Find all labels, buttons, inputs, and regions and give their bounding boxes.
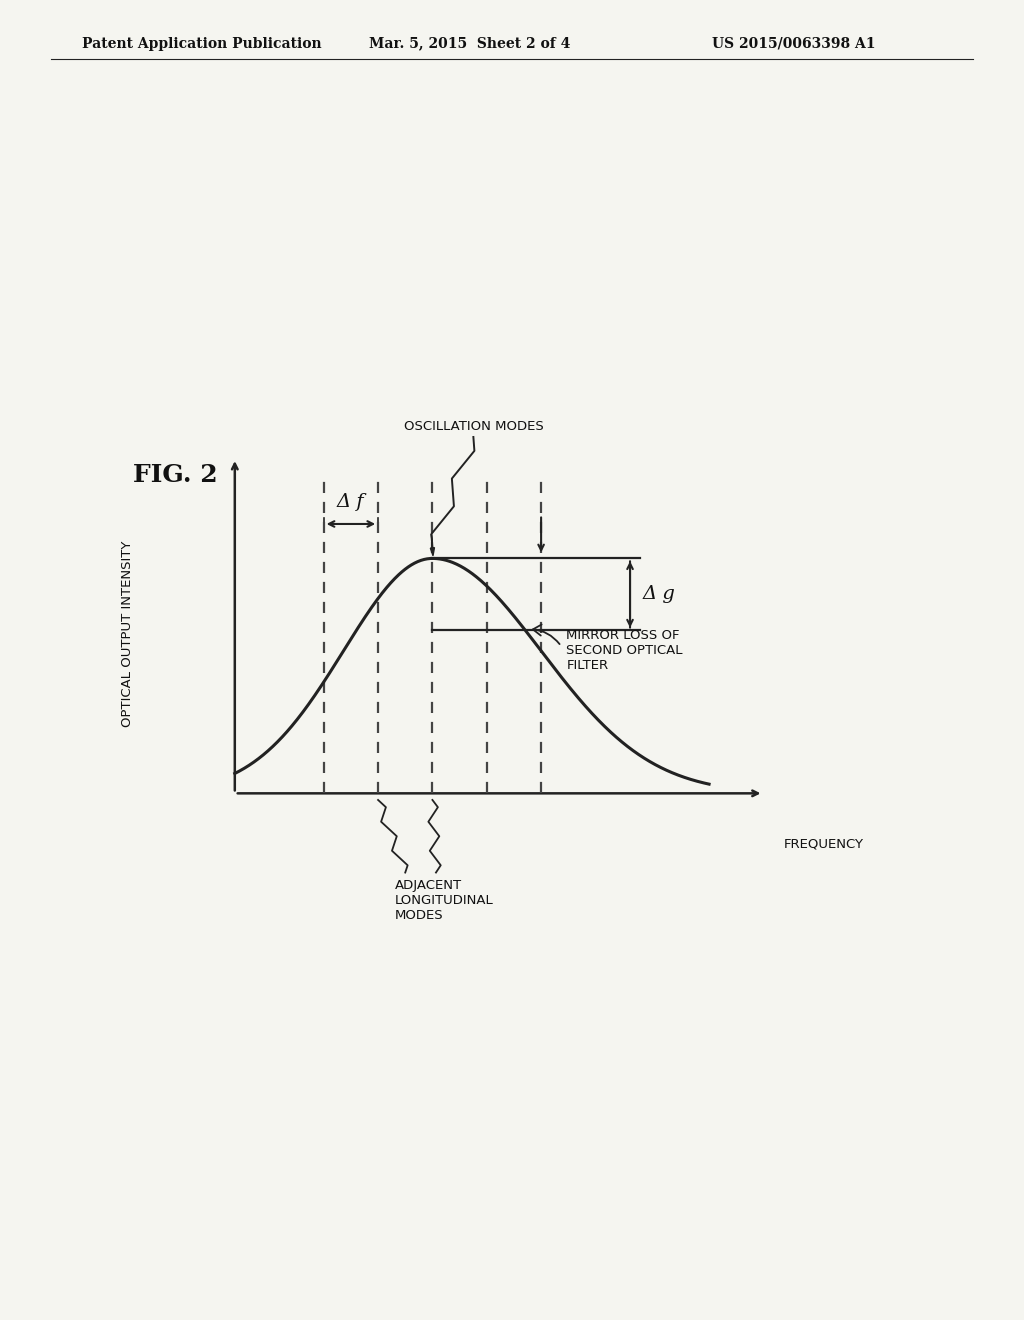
Text: Mar. 5, 2015  Sheet 2 of 4: Mar. 5, 2015 Sheet 2 of 4 [369,37,570,50]
Text: Δ g: Δ g [642,586,675,603]
Text: US 2015/0063398 A1: US 2015/0063398 A1 [712,37,876,50]
Text: MIRROR LOSS OF
SECOND OPTICAL
FILTER: MIRROR LOSS OF SECOND OPTICAL FILTER [566,628,683,672]
Text: FIG. 2: FIG. 2 [133,463,218,487]
Text: OSCILLATION MODES: OSCILLATION MODES [403,420,544,433]
Text: Patent Application Publication: Patent Application Publication [82,37,322,50]
Text: ADJACENT
LONGITUDINAL
MODES: ADJACENT LONGITUDINAL MODES [395,879,494,923]
Text: OPTICAL OUTPUT INTENSITY: OPTICAL OUTPUT INTENSITY [121,540,134,727]
Text: FREQUENCY: FREQUENCY [784,838,864,851]
Text: Δ f: Δ f [337,494,365,511]
